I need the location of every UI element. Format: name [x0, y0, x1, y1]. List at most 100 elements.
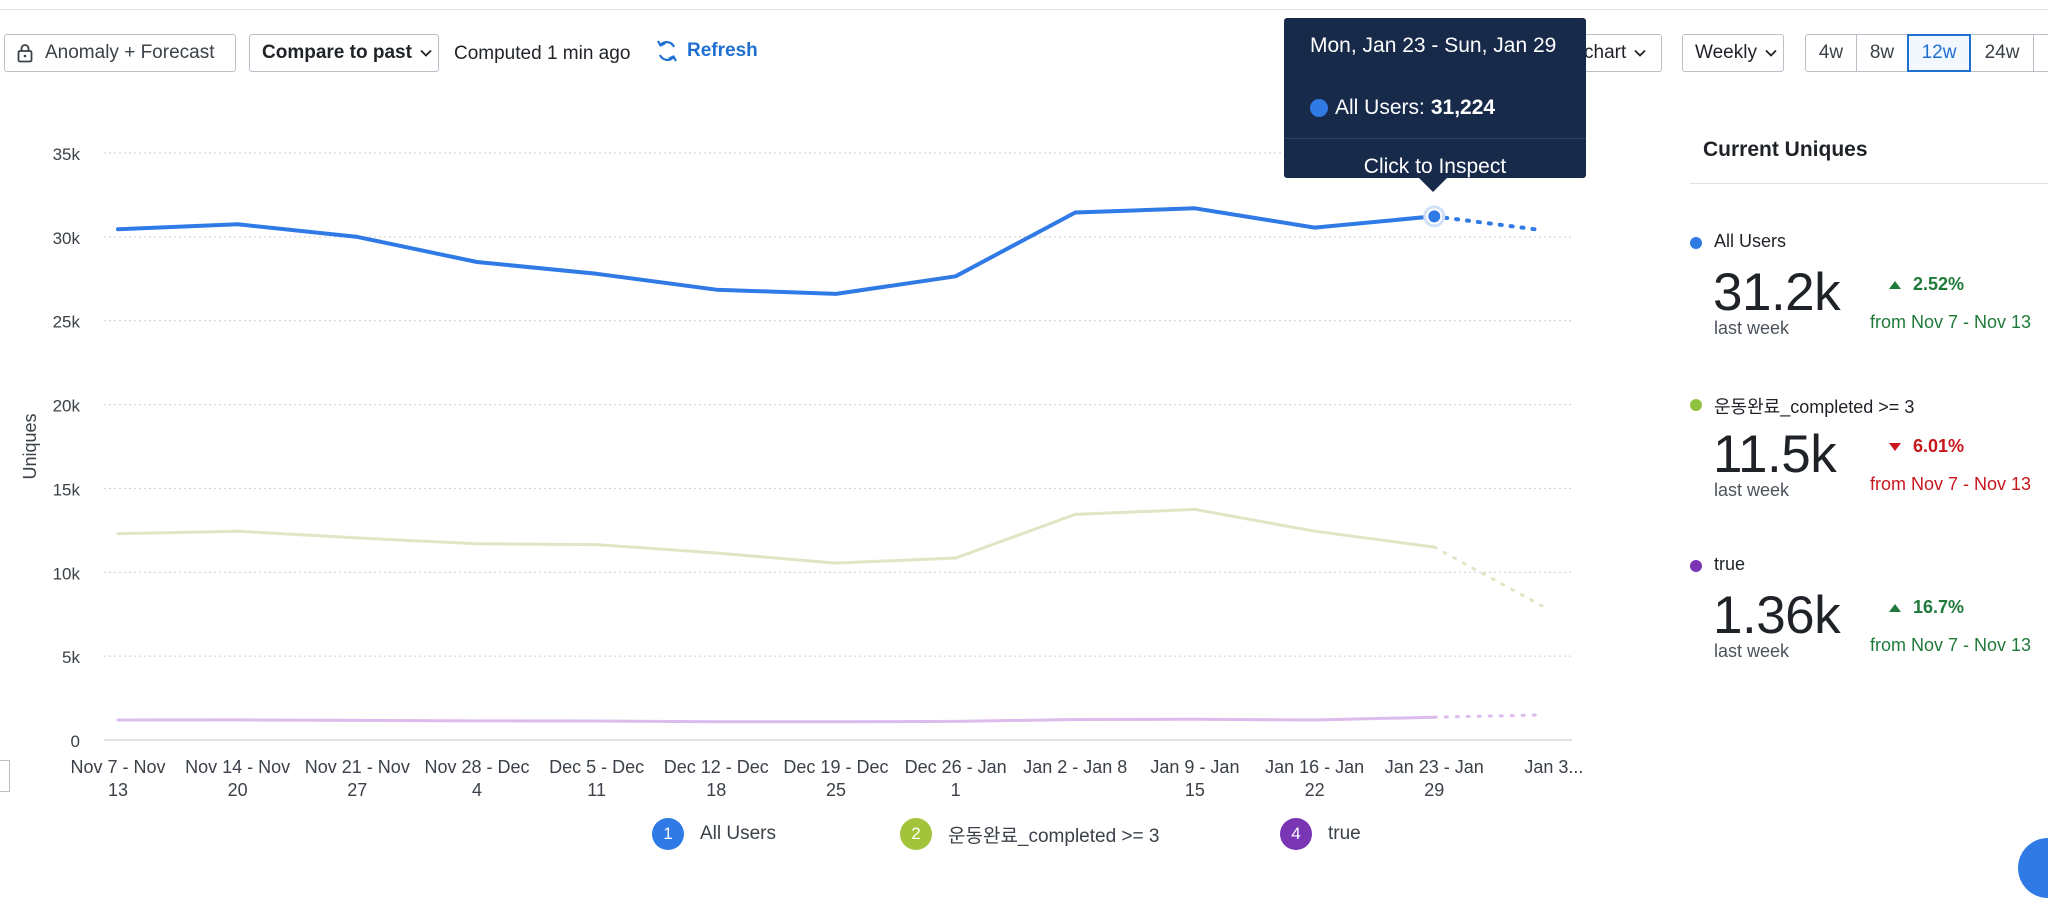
metric-color-dot	[1690, 237, 1702, 249]
range-24w[interactable]: 24w	[1970, 34, 2034, 72]
x-tick-label: 20	[228, 780, 248, 800]
x-tick-label: Dec 26 - Jan	[905, 757, 1007, 777]
metric-compare-range: from Nov 7 - Nov 13	[1870, 474, 2032, 494]
x-tick-label: Dec 5 - Dec	[549, 757, 644, 777]
x-tick-label: 11	[587, 780, 606, 800]
metric-name: true	[1714, 554, 1746, 574]
legend-item-completed[interactable]: 2 운동완료_completed >= 3	[900, 818, 1159, 850]
collapsed-control[interactable]	[0, 760, 10, 792]
x-tick-label: 27	[347, 780, 367, 800]
metric-name: All Users	[1714, 231, 1787, 251]
metric-change-value: 6.01%	[1913, 436, 1965, 456]
anomaly-forecast-button[interactable]: Anomaly + Forecast	[4, 34, 236, 72]
x-tick-label: Nov 28 - Dec	[424, 757, 529, 777]
tooltip-date-range: Mon, Jan 23 - Sun, Jan 29	[1310, 34, 1557, 57]
uniques-line-chart[interactable]: 0 5k 10k 15k 20k 25k 30k 35k Uniques Nov 7 - Nov 1…	[0, 120, 1600, 800]
x-tick-label: 18	[706, 780, 726, 800]
arrow-up-icon	[1889, 280, 1901, 289]
metric-period: last week	[1714, 318, 1790, 338]
interval-dropdown[interactable]: Weekly	[1682, 34, 1784, 72]
metric-change: 16.7%	[1880, 597, 1964, 618]
legend-label: All Users	[700, 823, 777, 844]
x-tick-label: Dec 12 - Dec	[664, 757, 769, 777]
series-line	[116, 206, 1437, 296]
chevron-down-icon	[1765, 49, 1777, 57]
x-tick-label: Jan 9 - Jan	[1150, 757, 1239, 777]
forecast-line	[1432, 214, 1544, 233]
x-tick-label: 1	[951, 780, 961, 800]
tooltip-series-row: All Users: 31,224	[1310, 96, 1495, 120]
x-tick-label: 15	[1185, 780, 1205, 800]
x-tick-label: Nov 21 - Nov	[305, 757, 410, 777]
range-more[interactable]	[2033, 34, 2048, 72]
panel-divider	[1690, 183, 2048, 184]
x-tick-label: 22	[1305, 780, 1325, 800]
legend-item-all-users[interactable]: 1 All Users	[652, 818, 776, 850]
interval-label: Weekly	[1695, 42, 1757, 63]
tooltip-divider	[1284, 138, 1586, 139]
y-tick-label: 35k	[53, 145, 81, 164]
forecast-line	[1432, 713, 1544, 719]
x-tick-label: 25	[826, 780, 846, 800]
highlight-point	[1426, 208, 1443, 225]
refresh-icon	[655, 38, 679, 64]
range-12w[interactable]: 12w	[1907, 34, 1971, 72]
metric-value: 1.36k	[1713, 586, 1841, 645]
computed-status: Computed 1 min ago	[454, 43, 631, 64]
y-tick-label: 5k	[62, 648, 80, 667]
range-4w[interactable]: 4w	[1805, 34, 1857, 72]
metric-period: last week	[1714, 480, 1790, 500]
y-tick-label: 0	[71, 732, 80, 751]
click-to-inspect[interactable]: Click to Inspect	[1363, 155, 1507, 178]
toolbar: Anomaly + Forecast Compare to past Compu…	[0, 34, 2048, 74]
series-line	[116, 507, 1436, 565]
y-axis-label: Uniques	[20, 413, 40, 479]
x-tick-label: Jan 2 - Jan 8	[1023, 757, 1127, 777]
lock-icon	[17, 43, 33, 63]
chart-type-label: chart	[1584, 42, 1627, 63]
legend-item-true[interactable]: 4 true	[1280, 818, 1361, 850]
compare-to-past-dropdown[interactable]: Compare to past	[249, 34, 439, 72]
y-tick-label: 20k	[53, 397, 81, 416]
chart-tooltip[interactable]: Mon, Jan 23 - Sun, Jan 29 All Users: 31,…	[1284, 18, 1586, 192]
metric-value: 11.5k	[1713, 425, 1837, 484]
range-8w[interactable]: 8w	[1856, 34, 1908, 72]
refresh-label: Refresh	[687, 40, 758, 61]
series-line	[116, 715, 1436, 724]
refresh-button[interactable]: Refresh	[655, 38, 758, 64]
x-tick-label: Dec 19 - Dec	[783, 757, 888, 777]
x-tick-label: Jan 3...	[1524, 757, 1583, 777]
metric-period: last week	[1714, 641, 1790, 661]
metric-name: 운동완료_completed >= 3	[1714, 397, 1915, 417]
metric-change-value: 2.52%	[1913, 274, 1965, 294]
tooltip-series-label: All Users:	[1335, 96, 1425, 119]
metric-completed[interactable]: 운동완료_completed >= 3 11.5k last week 6.01…	[1690, 390, 2048, 540]
metric-true[interactable]: true 1.36k last week 16.7% from Nov 7 - …	[1690, 551, 2048, 701]
help-launcher[interactable]	[2018, 838, 2048, 898]
legend-badge: 1	[652, 818, 684, 850]
tooltip-series-dot	[1310, 99, 1328, 117]
y-tick-label: 25k	[53, 313, 81, 332]
top-border	[0, 0, 2048, 10]
compare-to-past-label: Compare to past	[262, 42, 412, 63]
metric-color-dot	[1690, 560, 1702, 572]
metric-value: 31.2k	[1713, 263, 1841, 322]
tooltip-series-value: 31,224	[1430, 96, 1496, 119]
x-tick-label: Jan 16 - Jan	[1265, 757, 1364, 777]
metric-compare-range: from Nov 7 - Nov 13	[1870, 635, 2032, 655]
legend-label: true	[1328, 823, 1361, 844]
x-tick-label: Nov 14 - Nov	[185, 757, 290, 777]
forecast-line	[1432, 545, 1544, 608]
y-tick-label: 10k	[53, 564, 81, 583]
chevron-down-icon	[420, 49, 432, 57]
x-tick-label: Jan 23 - Jan	[1385, 757, 1484, 777]
legend-label: 운동완료_completed >= 3	[948, 825, 1160, 847]
metric-change: 2.52%	[1880, 274, 1964, 295]
metric-change: 6.01%	[1880, 436, 1964, 457]
anomaly-forecast-label: Anomaly + Forecast	[45, 42, 215, 63]
metric-compare-range: from Nov 7 - Nov 13	[1870, 312, 2032, 332]
panel-title: Current Uniques	[1703, 138, 1868, 161]
x-tick-label: 4	[472, 780, 482, 800]
metric-all-users[interactable]: All Users 31.2k last week 2.52% from Nov…	[1690, 228, 2048, 378]
x-tick-label: Nov 7 - Nov	[70, 757, 165, 777]
